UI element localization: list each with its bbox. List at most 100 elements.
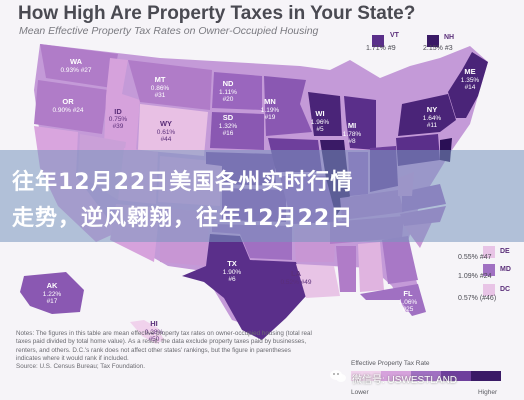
fl-rank: #25: [403, 306, 414, 313]
la-abbr: LA: [291, 269, 302, 278]
wy-rank: #44: [161, 136, 172, 143]
state-shape-ak: [20, 272, 84, 314]
label-wy: WY0.61%#44: [157, 119, 176, 143]
mn-value: 1.19%: [261, 107, 280, 114]
wi-value: 1.96%: [311, 119, 330, 126]
wa-value: 0.93% #27: [60, 67, 91, 74]
label-or: OR0.90% #24: [52, 97, 83, 114]
wechat-icon: [330, 370, 346, 382]
mi-rank: #8: [348, 138, 356, 145]
hi-value: 0.28%: [145, 329, 164, 336]
legend-swatch-1: [351, 371, 381, 381]
state-shape-la: [296, 264, 340, 298]
label-wi: WI1.96%#5: [311, 109, 330, 133]
sd-value: 1.32%: [219, 123, 238, 130]
hi-abbr: HI: [150, 319, 158, 328]
wy-abbr: WY: [160, 119, 172, 128]
vt-abbr: VT: [390, 32, 399, 39]
nh-swatch: [427, 35, 439, 47]
state-shape-ga: [382, 236, 418, 284]
state-shape-or: [34, 80, 108, 134]
legend-title: Effective Property Tax Rate: [351, 360, 430, 367]
state-shape-al: [358, 242, 384, 292]
dc-abbr: DC: [500, 286, 511, 293]
state-shape-ms: [336, 246, 356, 292]
me-rank: #14: [465, 84, 476, 91]
de-callout: DE: [500, 248, 510, 255]
id-value: 0.75%: [109, 116, 128, 123]
nd-abbr: ND: [223, 79, 234, 88]
label-la: LA0.52% #49: [280, 269, 311, 286]
state-shape-new-england: [448, 52, 488, 118]
ny-value: 1.64%: [423, 115, 442, 122]
legend-swatch-3: [411, 371, 441, 381]
mi-value: 1.78%: [343, 131, 362, 138]
mi-abbr: MI: [348, 121, 356, 130]
or-value: 0.90% #24: [52, 107, 83, 114]
ak-abbr: AK: [47, 281, 58, 290]
or-abbr: OR: [62, 97, 74, 106]
mt-value: 0.86%: [151, 85, 170, 92]
sd-abbr: SD: [223, 113, 234, 122]
nd-rank: #20: [223, 96, 234, 103]
state-shape-hi: [130, 320, 164, 344]
md-value: 1.09% #24: [458, 273, 492, 280]
label-sd: SD1.32%#16: [219, 113, 238, 137]
nh-abbr: NH: [444, 34, 455, 41]
mn-abbr: MN: [264, 97, 276, 106]
legend-higher: Higher: [478, 389, 498, 396]
wi-abbr: WI: [315, 109, 324, 118]
mt-abbr: MT: [155, 75, 166, 84]
de-abbr: DE: [500, 248, 510, 255]
legend-swatch-5: [471, 371, 501, 381]
la-value: 0.52% #49: [280, 279, 311, 286]
legend-swatch-4: [441, 371, 471, 381]
wi-rank: #5: [316, 126, 324, 133]
hi-rank: #50: [149, 336, 160, 343]
nd-value: 1.11%: [219, 89, 237, 96]
vt-value: 1.71% #9: [366, 45, 396, 52]
label-ak: AK1.22%#17: [43, 281, 62, 305]
state-shape-sd: [210, 112, 264, 150]
vt-callout: VT: [368, 32, 408, 39]
headline-banner: 往年12月22日美国各州实时行情 走势，逆风翱翔，往年12月22日: [0, 150, 524, 242]
label-wa: WA0.93% #27: [60, 57, 91, 74]
fl-abbr: FL: [403, 289, 413, 298]
ny-rank: #11: [427, 122, 438, 129]
state-shape-mt: [128, 60, 212, 110]
label-mt: MT0.86%#31: [151, 75, 170, 99]
md-callout: MD: [500, 266, 511, 273]
de-swatch: [483, 246, 495, 258]
de-value: 0.55% #47: [458, 254, 492, 261]
label-mi: MI1.78%#8: [343, 121, 362, 145]
nh-callout: NH: [444, 34, 454, 41]
me-abbr: ME: [464, 67, 475, 76]
label-nd: ND1.11%#20: [219, 79, 237, 103]
md-swatch: [483, 264, 495, 276]
dc-callout: DC: [500, 286, 510, 293]
state-shape-wy: [138, 104, 208, 156]
mn-rank: #19: [265, 114, 276, 121]
state-shape-fl: [360, 284, 426, 316]
state-shape-wa: [40, 44, 118, 88]
fl-value: 1.06%: [399, 299, 418, 306]
vt-swatch: [372, 35, 384, 47]
nh-value: 2.15% #3: [423, 45, 453, 52]
tx-value: 1.90%: [223, 269, 242, 276]
state-shape-mi: [344, 96, 376, 150]
dc-value: 0.57% (#46): [458, 295, 497, 302]
notes-text: Notes: The figures in this table are mea…: [16, 330, 312, 362]
state-shape-tx: [182, 234, 306, 340]
watermark: 微信号: USWESTLAND: [352, 375, 458, 386]
wy-value: 0.61%: [157, 129, 176, 136]
me-value: 1.35%: [461, 77, 480, 84]
notes: Notes: The figures in this table are mea…: [16, 330, 316, 371]
ak-value: 1.22%: [43, 291, 62, 298]
state-shape-ny: [398, 94, 456, 136]
label-id: ID0.75%#39: [109, 107, 128, 130]
label-mn: MN1.19%#19: [261, 97, 280, 121]
label-hi: HI0.28%#50: [145, 319, 164, 343]
label-ny: NY1.64%#11: [423, 105, 442, 129]
state-shape-nd: [212, 72, 262, 110]
map-title: How High Are Property Taxes in Your Stat…: [18, 3, 416, 24]
